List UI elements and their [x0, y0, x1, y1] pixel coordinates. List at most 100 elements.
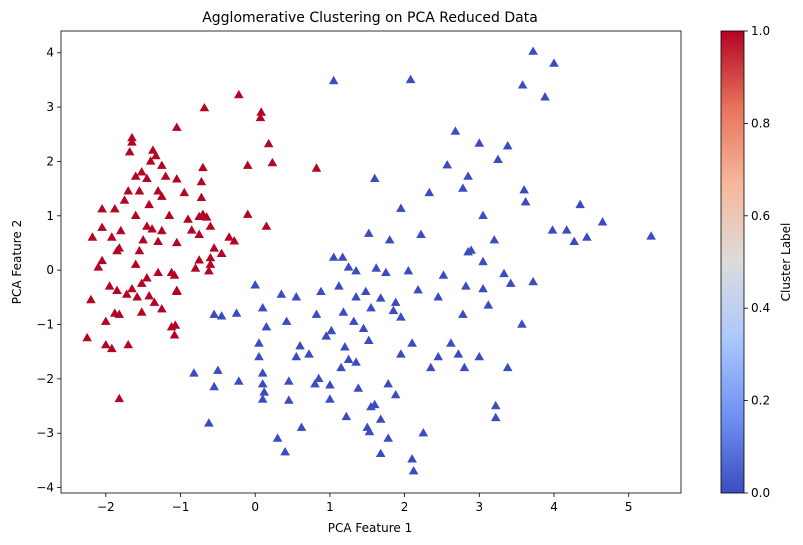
data-point-cluster-0 [383, 433, 394, 442]
data-point-cluster-1 [160, 171, 171, 180]
data-point-cluster-1 [179, 187, 190, 197]
data-point-cluster-0 [313, 373, 324, 383]
data-point-cluster-0 [276, 289, 287, 298]
data-point-cluster-1 [97, 204, 107, 213]
y-tick-label: −4 [36, 481, 54, 495]
data-point-cluster-1 [171, 286, 182, 296]
data-point-cluster-0 [463, 246, 473, 256]
data-point-cluster-1 [216, 248, 227, 258]
data-point-cluster-1 [194, 255, 205, 264]
x-tick-label: 1 [326, 500, 334, 514]
data-point-cluster-0 [425, 362, 436, 372]
data-point-cluster-1 [196, 192, 207, 201]
data-point-cluster-0 [459, 362, 470, 372]
data-point-cluster-0 [325, 394, 335, 403]
data-point-cluster-1 [157, 160, 167, 169]
y-tick-label: −1 [36, 318, 54, 332]
data-point-cluster-1 [157, 191, 167, 200]
data-point-cluster-0 [463, 171, 473, 180]
data-point-cluster-0 [390, 389, 401, 399]
data-point-cluster-1 [149, 297, 160, 306]
x-tick-label: 3 [475, 500, 483, 514]
data-point-cluster-0 [390, 297, 401, 306]
data-point-cluster-0 [257, 368, 268, 377]
data-point-cluster-0 [407, 338, 417, 347]
data-point-cluster-0 [490, 400, 501, 410]
data-point-cluster-1 [144, 290, 154, 300]
y-axis-label: PCA Feature 2 [10, 220, 24, 304]
y-tick-label: 0 [46, 263, 54, 277]
data-point-cluster-0 [340, 342, 350, 351]
data-point-cluster-0 [547, 225, 558, 234]
data-point-cluster-0 [204, 418, 214, 427]
x-tick-label: 5 [625, 500, 633, 514]
data-point-cluster-0 [363, 228, 374, 237]
data-point-cluster-0 [582, 232, 592, 241]
data-point-cluster-0 [254, 338, 264, 347]
data-point-cluster-0 [450, 126, 461, 135]
data-point-cluster-0 [336, 362, 346, 372]
data-point-cluster-1 [242, 160, 253, 169]
data-point-cluster-0 [381, 267, 391, 277]
data-point-cluster-1 [100, 340, 111, 349]
data-point-cluster-1 [100, 316, 111, 325]
data-point-cluster-1 [148, 145, 158, 154]
data-point-cluster-0 [295, 340, 305, 350]
colorbar-gradient [720, 30, 745, 494]
data-point-cluster-0 [261, 321, 272, 331]
y-axis-ticks: −4 −3 −2 −1 0 1 2 3 4 [36, 46, 61, 495]
data-point-cluster-0 [493, 154, 503, 163]
data-point-cluster-0 [284, 395, 294, 404]
data-point-cluster-1 [186, 225, 197, 234]
data-point-cluster-1 [121, 289, 132, 298]
data-points [82, 46, 656, 475]
data-point-cluster-0 [458, 183, 468, 192]
colorbar: 0.0 0.2 0.4 0.6 0.8 1.0 Cluster Label [720, 24, 793, 500]
data-point-cluster-0 [259, 387, 270, 396]
data-point-cluster-1 [136, 167, 147, 176]
data-point-cluster-1 [82, 332, 92, 342]
data-point-cluster-0 [474, 351, 485, 361]
data-point-cluster-0 [316, 286, 326, 296]
data-point-cluster-1 [142, 221, 152, 230]
data-point-cluster-0 [296, 422, 307, 431]
data-point-cluster-0 [326, 325, 337, 335]
data-point-cluster-0 [348, 316, 359, 325]
data-point-cluster-0 [328, 75, 339, 85]
data-point-cluster-1 [127, 283, 137, 293]
data-point-cluster-1 [194, 229, 205, 238]
plot-frame [60, 30, 682, 494]
data-point-cluster-1 [198, 162, 208, 172]
colorbar-tick-label: 0.6 [751, 209, 770, 223]
data-point-cluster-1 [97, 255, 107, 265]
data-point-cluster-0 [291, 292, 302, 301]
data-point-cluster-1 [164, 210, 175, 219]
y-tick-label: −3 [36, 426, 54, 440]
data-point-cluster-0 [478, 256, 488, 266]
data-point-cluster-0 [461, 281, 471, 290]
chart-title: Agglomerative Clustering on PCA Reduced … [202, 10, 538, 26]
data-point-cluster-1 [115, 225, 126, 235]
data-point-cluster-0 [334, 281, 344, 290]
data-point-cluster-0 [403, 265, 414, 275]
data-point-cluster-1 [170, 320, 181, 329]
data-point-cluster-0 [433, 292, 444, 301]
colorbar-tick-label: 1.0 [751, 24, 770, 38]
data-point-cluster-0 [396, 203, 406, 212]
data-point-cluster-1 [132, 292, 143, 301]
data-point-cluster-0 [490, 412, 501, 422]
data-point-cluster-1 [142, 273, 152, 282]
data-point-cluster-0 [453, 349, 464, 358]
data-point-cluster-1 [127, 137, 137, 146]
colorbar-label: Cluster Label [779, 223, 793, 302]
data-point-cluster-0 [438, 270, 449, 279]
data-point-cluster-1 [157, 225, 167, 235]
y-tick-label: 2 [46, 154, 54, 168]
data-point-cluster-0 [396, 312, 406, 321]
data-point-cluster-1 [136, 278, 147, 287]
data-point-cluster-0 [413, 285, 423, 294]
data-point-cluster-0 [517, 319, 527, 328]
data-point-cluster-0 [407, 454, 417, 463]
data-point-cluster-1 [138, 235, 148, 244]
data-point-cluster-0 [325, 380, 335, 389]
